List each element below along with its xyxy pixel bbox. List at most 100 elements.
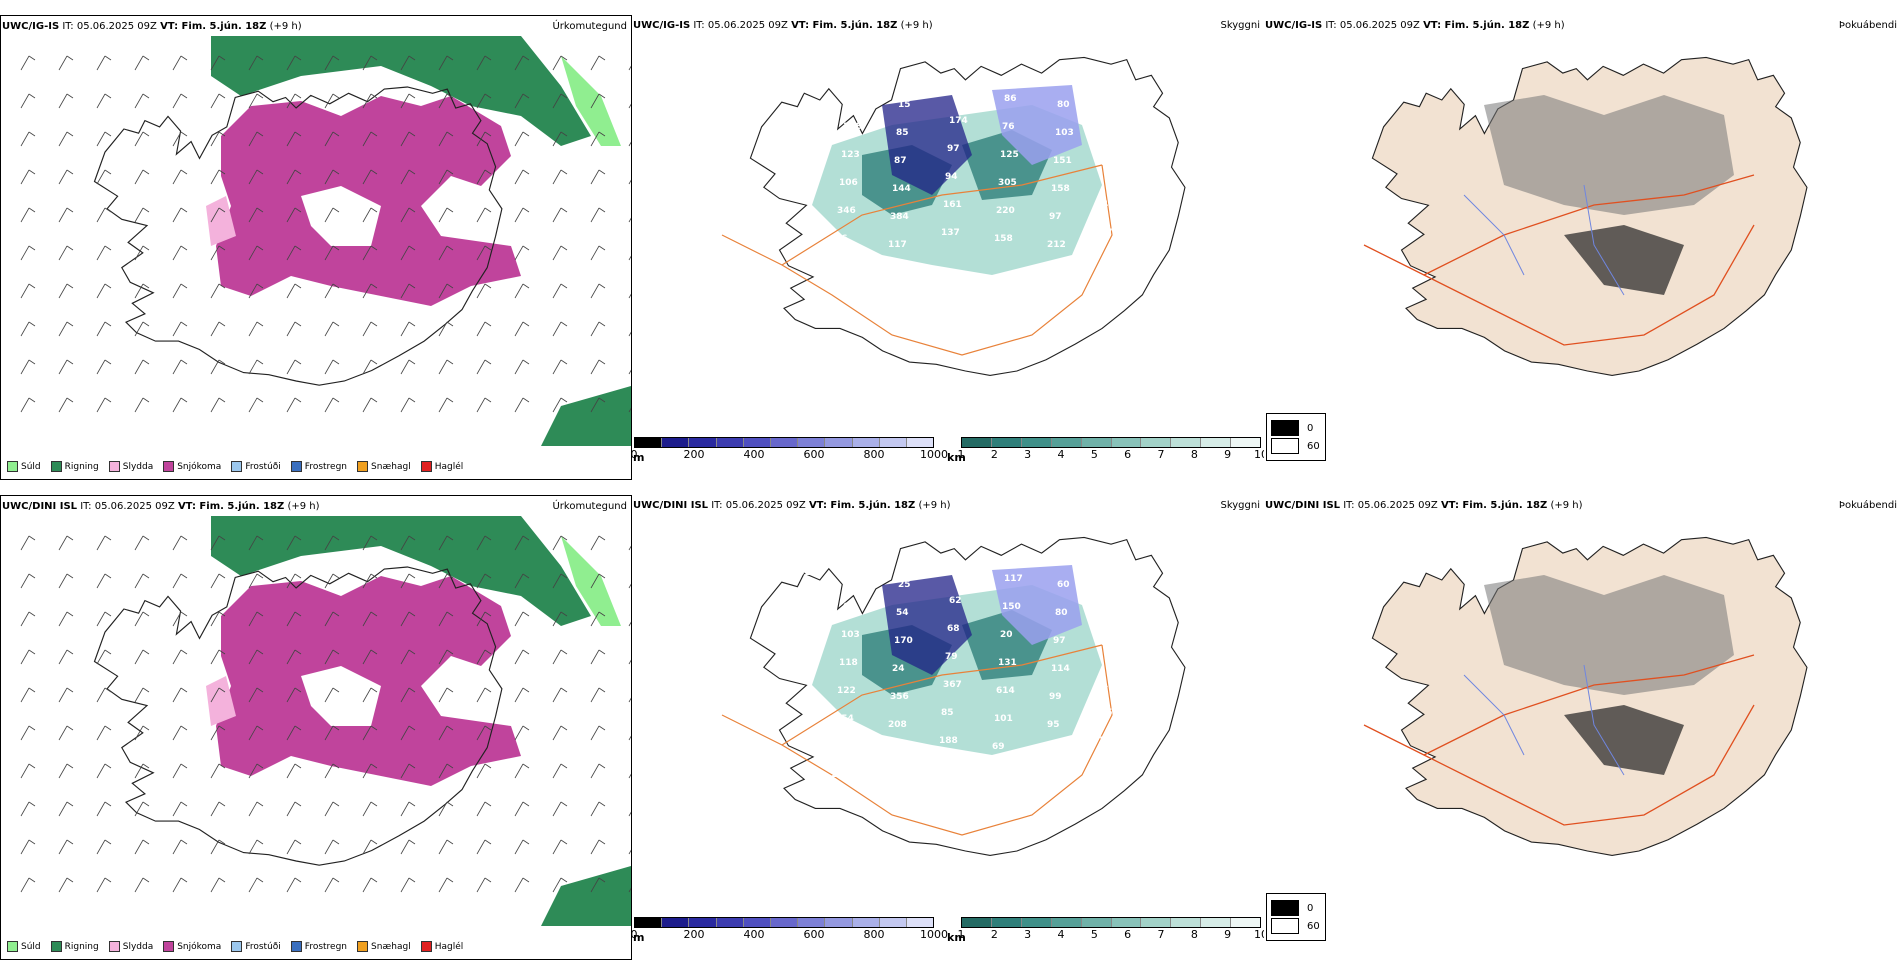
wind-barb-flag — [446, 763, 454, 769]
wind-barb — [248, 131, 258, 147]
wind-barb — [324, 801, 334, 817]
ceiling-label: 103 — [841, 630, 860, 640]
wind-barb-flag — [370, 55, 378, 61]
wind-barb-flag — [294, 55, 302, 61]
colorbar-cell — [1111, 918, 1142, 927]
wind-barb-flag — [218, 801, 226, 807]
wind-barb — [134, 131, 144, 147]
wind-barb — [324, 611, 334, 627]
colorbar-tick: 1 — [957, 448, 965, 461]
legend-item: Snæhagl — [355, 460, 413, 473]
wind-barb — [324, 725, 334, 741]
colorbar-cell — [689, 918, 717, 927]
colorbar-tick: 3 — [1024, 928, 1032, 941]
ceiling-label: 131 — [998, 658, 1017, 668]
wind-barb-flag — [370, 763, 378, 769]
wind-barb-flag — [560, 535, 568, 541]
wind-barb-flag — [370, 169, 378, 175]
wind-barb-flag — [256, 245, 264, 251]
rivers — [1463, 184, 1625, 296]
wind-barb — [590, 207, 600, 223]
wind-barb — [134, 725, 144, 741]
ceiling-label: 76 — [1002, 122, 1015, 132]
wind-barb — [590, 611, 600, 627]
wind-barb — [438, 687, 448, 703]
colorbar-cell — [1231, 918, 1261, 927]
legend-swatch — [50, 941, 62, 952]
ceiling-label: 60 — [1057, 580, 1070, 590]
legend-item: Frostúði — [229, 940, 282, 953]
colorbar-cell — [906, 918, 934, 927]
wind-barb — [552, 359, 562, 375]
wind-barb — [324, 573, 334, 589]
wind-barb — [476, 763, 486, 779]
wind-barb-flag — [218, 321, 226, 327]
wind-barb-flag — [332, 763, 340, 769]
wind-barb — [514, 649, 524, 665]
wind-barb — [552, 535, 562, 551]
colorbar-cell — [879, 918, 907, 927]
wind-barb — [514, 131, 524, 147]
wind-barb-flag — [408, 207, 416, 213]
wind-barb — [324, 877, 334, 893]
wind-barb — [96, 169, 106, 185]
wind-barb — [134, 649, 144, 665]
wind-barb-flag — [66, 763, 74, 769]
ceiling-label: 80 — [1057, 100, 1070, 110]
wind-barb-flag — [66, 55, 74, 61]
fog-legend-swatch — [1271, 918, 1299, 934]
wind-barb-flag — [66, 535, 74, 541]
wind-barb-flag — [522, 725, 530, 731]
colorbar-tick: 9 — [1224, 448, 1232, 461]
wind-barb — [628, 293, 631, 299]
wind-barb-flag — [598, 321, 606, 327]
wind-barb — [210, 283, 220, 299]
wind-barb — [438, 169, 448, 185]
wind-barb-flag — [484, 207, 492, 213]
wind-barb — [134, 687, 144, 703]
wind-barb-flag — [560, 763, 568, 769]
wind-barb-flag — [370, 801, 378, 807]
wind-barb-flag — [66, 611, 74, 617]
wind-barb-flag — [598, 359, 606, 365]
ceiling-label: 97 — [1049, 212, 1062, 222]
wind-barb-flag — [142, 245, 150, 251]
wind-barb — [172, 877, 182, 893]
wind-barb-flag — [180, 131, 188, 137]
legend-item: Snjókoma — [161, 940, 223, 953]
wind-barb-flag — [370, 245, 378, 251]
colorbar-tick: 400 — [743, 448, 765, 461]
wind-barb-flag — [104, 245, 112, 251]
wind-barb — [210, 725, 220, 741]
ceiling-label: 79 — [945, 652, 958, 662]
wind-barb — [134, 763, 144, 779]
wind-barb-flag — [598, 611, 606, 617]
wind-barb — [514, 207, 524, 223]
wind-barb — [514, 725, 524, 741]
legend-swatch — [290, 941, 302, 952]
variable-name: Skyggni — [1220, 20, 1260, 31]
wind-barb-flag — [598, 283, 606, 289]
wind-barb-flag — [408, 283, 416, 289]
wind-barb-flag — [104, 283, 112, 289]
wind-barb — [286, 573, 296, 589]
colorbar-cell — [1141, 438, 1172, 447]
colorbar-cell — [1201, 438, 1232, 447]
wind-barb — [172, 93, 182, 109]
wind-barb — [438, 321, 448, 337]
wind-barb — [628, 887, 631, 893]
wind-barb-flag — [598, 207, 606, 213]
wind-barb — [628, 65, 631, 71]
legend-swatch — [163, 941, 175, 952]
wind-barb — [628, 255, 631, 261]
wind-barb — [134, 611, 144, 627]
fog-legend-item: 0 — [1271, 900, 1321, 916]
wind-barb — [172, 725, 182, 741]
wind-barb — [514, 573, 524, 589]
wind-barb — [324, 687, 334, 703]
wind-barb — [476, 131, 486, 147]
precip-panel-row1: UWC/DINI ISL IT: 05.06.2025 09Z VT: Fim.… — [0, 495, 632, 960]
wind-barb — [20, 535, 30, 551]
wind-barb-flag — [104, 55, 112, 61]
wind-barb — [58, 687, 68, 703]
